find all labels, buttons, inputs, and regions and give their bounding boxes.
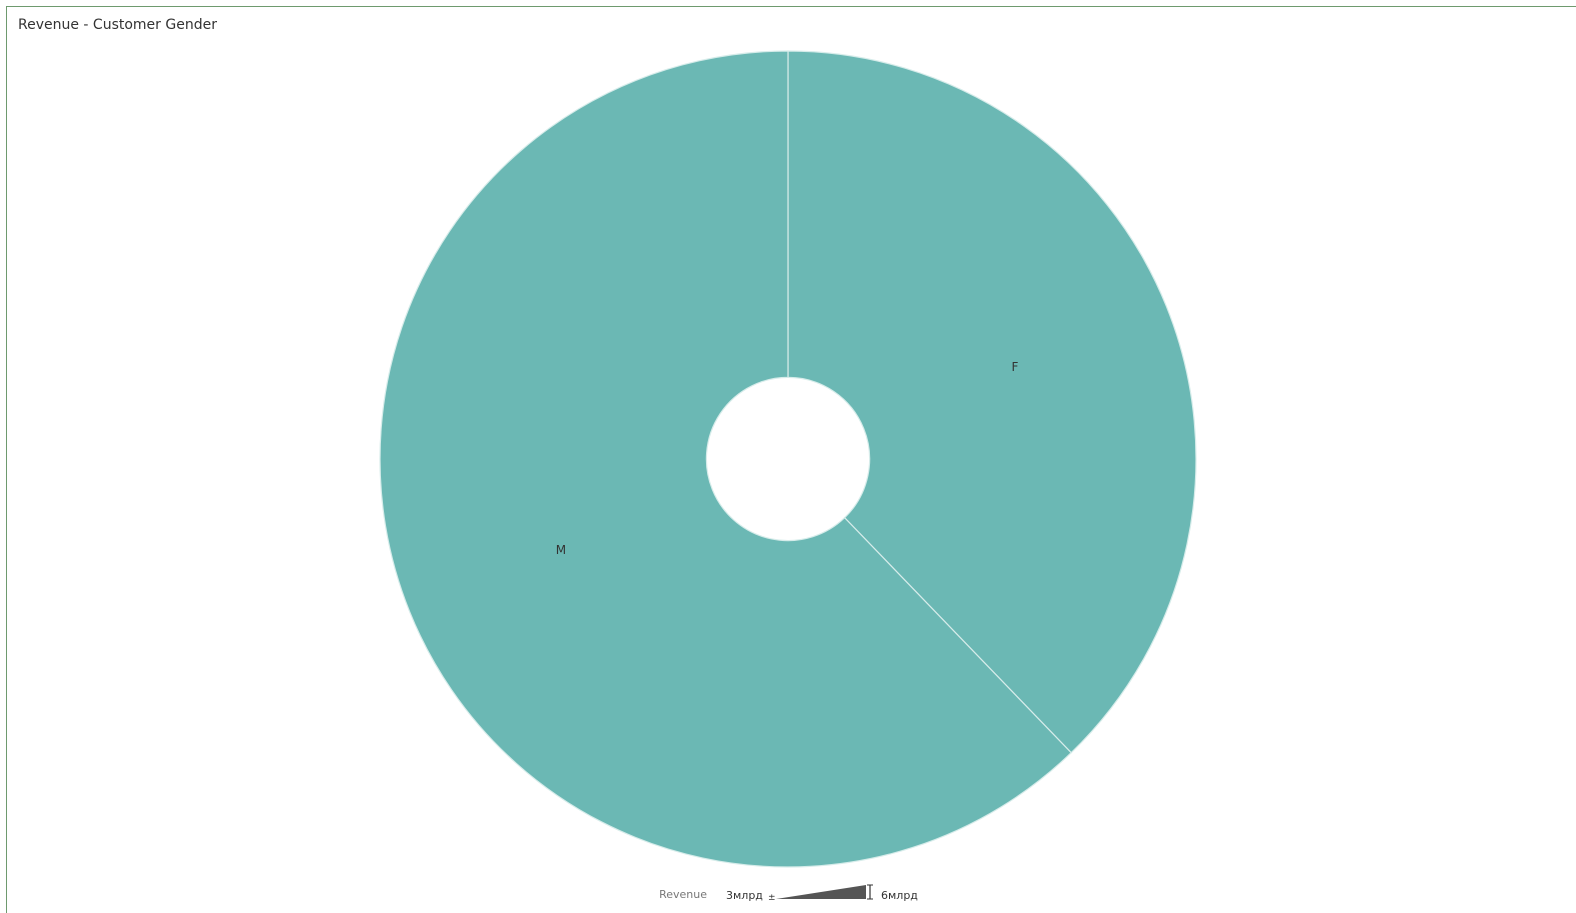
slice-f[interactable] (787, 50, 1197, 754)
legend-min-label: 3млрд (726, 889, 763, 902)
legend-title: Revenue (659, 888, 707, 901)
donut-slices (379, 50, 1197, 868)
size-legend: Revenue 3млрд ± 6млрд (659, 884, 918, 903)
chart-title: Revenue - Customer Gender (18, 17, 217, 33)
legend-max-label: 6млрд (881, 889, 918, 902)
legend-wedge (776, 885, 866, 899)
legend-max-marker-icon (867, 884, 873, 900)
slice-label-f: F (1012, 360, 1019, 374)
legend-min-marker-icon: ± (768, 893, 776, 903)
slice-m[interactable] (379, 50, 1073, 868)
slice-label-m: M (556, 543, 566, 557)
slice-labels: FM (556, 360, 1019, 557)
